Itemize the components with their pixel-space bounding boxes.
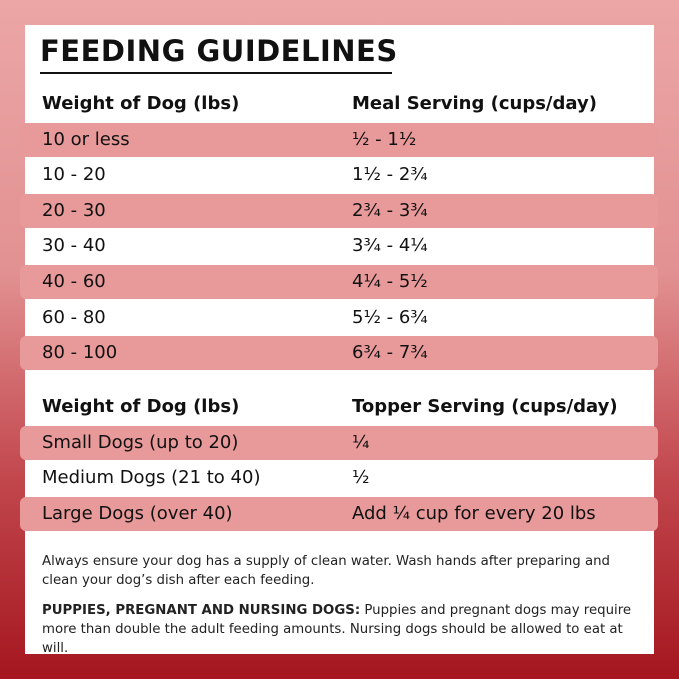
table-header: Weight of Dog (lbs) Topper Serving (cups/… bbox=[20, 390, 658, 424]
table-cell: 80 - 100 bbox=[42, 342, 118, 364]
note-text: Puppies and pregnant dogs may require mo… bbox=[42, 603, 632, 656]
table-cell: Small Dogs (up to 20) bbox=[42, 431, 239, 453]
table-cell: 2¾ - 3¾ bbox=[352, 199, 428, 221]
table-cell: 10 or less bbox=[42, 128, 130, 150]
table-row: 30 - 40 3¾ - 4¼ bbox=[20, 229, 658, 263]
table-cell: 60 - 80 bbox=[42, 306, 106, 328]
table-cell: ¼ bbox=[352, 431, 370, 453]
table-row: 40 - 60 4¼ - 5½ bbox=[20, 265, 658, 299]
note: Always ensure your dog has a supply of c… bbox=[42, 554, 610, 588]
table-cell: 30 - 40 bbox=[42, 235, 106, 257]
table-cell: ½ bbox=[352, 467, 370, 489]
table-cell: Large Dogs (over 40) bbox=[42, 502, 233, 524]
table-cell: ½ - 1½ bbox=[352, 128, 417, 150]
note-label: PUPPIES, PREGNANT AND NURSING DOGS: bbox=[42, 603, 361, 618]
table-cell: Add ¼ cup for every 20 lbs bbox=[352, 502, 596, 524]
column-header: Meal Serving (cups/day) bbox=[352, 93, 597, 114]
table-row: 10 - 20 1½ - 2¾ bbox=[20, 158, 658, 192]
table-row: 60 - 80 5½ - 6¾ bbox=[20, 301, 658, 335]
table-cell: 40 - 60 bbox=[42, 271, 106, 292]
table-cell: 20 - 30 bbox=[42, 199, 106, 221]
table-row: Small Dogs (up to 20) ¼ bbox=[20, 425, 658, 460]
table-cell: 6¾ - 7¾ bbox=[352, 342, 428, 364]
table-row: 10 or less ½ - 1½ bbox=[20, 122, 658, 157]
column-header: Weight of Dog (lbs) bbox=[42, 93, 240, 114]
table-cell: Medium Dogs (21 to 40) bbox=[42, 467, 261, 489]
table-row: 20 - 30 2¾ - 3¾ bbox=[20, 193, 658, 228]
table-row: Medium Dogs (21 to 40) ½ bbox=[20, 461, 658, 495]
table-row: 80 - 100 6¾ - 7¾ bbox=[20, 336, 658, 371]
column-header: Weight of Dog (lbs) bbox=[42, 396, 240, 417]
table-cell: 10 - 20 bbox=[42, 164, 106, 186]
table-cell: 3¾ - 4¼ bbox=[352, 235, 428, 257]
table-cell: 4¼ - 5½ bbox=[352, 271, 428, 292]
note: PUPPIES, PREGNANT AND NURSING DOGS: Pupp… bbox=[42, 601, 642, 658]
title: FEEDING GUIDELINES bbox=[40, 34, 398, 68]
column-header: Topper Serving (cups/day) bbox=[352, 396, 618, 417]
title-underline bbox=[40, 72, 392, 74]
table-header: Weight of Dog (lbs) Meal Serving (cups/da… bbox=[20, 87, 658, 121]
table-cell: 5½ - 6¾ bbox=[352, 306, 428, 328]
table-cell: 1½ - 2¾ bbox=[352, 164, 428, 186]
table-row: Large Dogs (over 40) Add ¼ cup for every … bbox=[20, 496, 658, 531]
